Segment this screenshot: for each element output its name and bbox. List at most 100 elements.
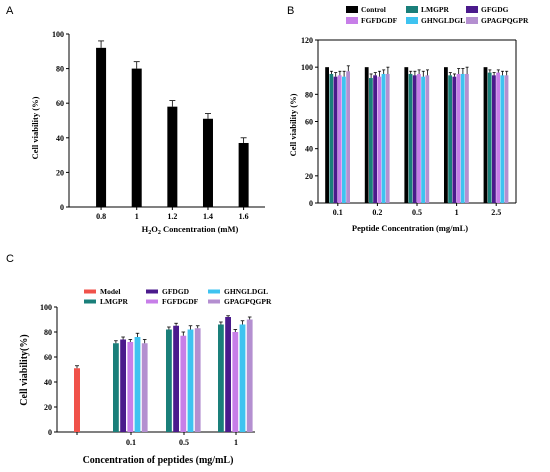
chart-b-ytick-label: 20 [305,172,313,181]
chart-b-legend-swatch [406,17,418,24]
chart-a-bar [131,68,142,207]
chart-b-bar-gpagpqgpr [504,75,509,203]
chart-b-bar-control [483,67,488,204]
chart-b-ytick-label: 80 [305,90,313,99]
chart-a-ytick-label: 0 [60,203,64,212]
chart-c-legend-label: GPAGPQGPR [224,297,272,306]
chart-a-xtick-label: 1.6 [239,212,249,221]
chart-b-bar-ghngldgl [342,76,346,203]
chart-c-bar-ghngldgl [239,324,246,432]
chart-c-bar-fgfdgdf [232,332,239,432]
chart-b-bar-ghngldgl [421,76,425,203]
chart-c-legend-label: Model [100,287,120,296]
chart-a-bar [96,47,107,208]
chart-b-bar-lmgpr [329,73,334,203]
chart-b-bar-gfgdg [412,75,417,203]
chart-c-xtick-label: 1 [234,438,238,447]
chart-a-xtick-label: 0.8 [96,212,106,221]
chart-b-xtick-label: 0.2 [372,208,382,217]
chart-b-legend-label: LMGPR [421,5,449,14]
chart-b-bar-gpagpqgpr [346,71,350,203]
chart-c-bar-gpagpqgpr [246,319,253,432]
chart-a-ytick-label: 60 [56,99,64,108]
chart-b-bar-gpagpqgpr [465,73,469,203]
chart-c-ytick-label: 20 [44,403,52,412]
chart-a-bar [167,106,178,207]
chart-b-legend-swatch [466,17,478,24]
chart-b-legend-label: FGFDGDF [361,16,398,25]
chart-b-bar-fgfdgdf [456,73,461,203]
chart-b-bar-ghngldgl [500,75,505,203]
chart-c-legend-swatch [208,299,220,304]
chart-b-xtick-label: 0.5 [412,208,422,217]
chart-b-bar-gfgdg [492,75,496,203]
chart-a-xtick-label: 1.2 [167,212,177,221]
chart-c-ytick-label: 80 [44,328,52,337]
chart-b-bar-gpagpqgpr [425,75,430,203]
chart-c-legend-swatch [84,289,96,294]
chart-b-bar-fgfdgdf [417,73,421,203]
chart-c-bar-gpagpqgpr [194,328,201,432]
chart-c-bar-lmgpr [166,329,172,432]
chart-b-legend-swatch [346,6,358,13]
chart-b-ytick-label: 0 [309,199,313,208]
chart-c-legend-label: GHNGLDGL [224,287,268,296]
chart-a-ytick-label: 20 [56,168,64,177]
chart-c-ytick-label: 0 [48,428,52,437]
chart-c-legend-label: LMGPR [100,297,128,306]
chart-c-bar-lmgpr [218,324,224,432]
chart-b-bar-control [404,67,409,204]
chart-b-bar-gpagpqgpr [385,73,390,203]
chart-a-ytick-label: 80 [56,65,64,74]
chart-c-ytick-label: 60 [44,353,52,362]
chart-b-bar-control [364,67,369,204]
chart-b-bar-control [325,67,329,204]
chart-b-bar-lmgpr [369,78,373,203]
chart-a-bar [238,142,249,207]
chart-b-legend-swatch [466,6,478,13]
chart-c-legend-swatch [84,299,96,304]
chart-a-xtick-label: 1.4 [203,212,213,221]
chart-b-legend-swatch [406,6,418,13]
chart-c-xlabel: Concentration of peptides (mg/mL) [83,455,234,466]
chart-b-legend-label: GHNGLDGL [421,16,465,25]
chart-c-legend-swatch [146,289,158,294]
chart-c-ytick-label: 100 [40,303,52,312]
chart-b-bar-gfgdg [373,75,377,203]
chart-b-bar-ghngldgl [381,73,386,203]
chart-c-legend-swatch [146,299,158,304]
chart-b-xlabel: Peptide Concentration (mg/mL) [352,223,468,233]
chart-c-ylabel: Cell viability(%) [19,334,30,405]
chart-a-bar [202,118,213,207]
chart-b-bar-gfgdg [333,76,338,203]
chart-a-ytick-label: 100 [52,30,64,39]
chart-b-legend-label: GPAGPQGPR [481,16,529,25]
chart-b-legend-swatch [346,17,358,24]
chart-b-bar-fgfdgdf [496,72,500,203]
chart-c-bar-lmgpr [113,343,119,432]
chart-c-bar-gfdgd [173,325,179,432]
chart-b-bar-lmgpr [408,73,413,203]
chart-b-ytick-label: 40 [305,145,313,154]
chart-b-ytick-label: 100 [301,63,313,72]
chart-b-bar-ghngldgl [460,73,465,203]
chart-b-ytick-label: 60 [305,118,313,127]
chart-c-bar-fgfdgdf [180,335,187,432]
chart-c-bar-ghngldgl [134,337,141,432]
chart-c-bar-gpagpqgpr [141,343,148,432]
chart-c-bar-gfdgd [225,317,231,432]
chart-c-xtick-label: 0.1 [126,438,136,447]
chart-c-legend-swatch [208,289,220,294]
chart-a-ytick-label: 40 [56,134,64,143]
chart-c-bar-gfdgd [120,339,126,432]
panel-label-a: A [6,5,14,17]
chart-b-xtick-label: 1 [455,208,459,217]
chart-b-bar-lmgpr [448,75,452,203]
chart-a-xtick-label: 1 [135,212,139,221]
chart-c-legend-label: GFDGD [162,287,190,296]
chart-b-bar-fgfdgdf [337,75,342,203]
chart-b-ytick-label: 120 [301,36,313,45]
chart-b-legend-label: Control [361,5,386,14]
chart-b-xtick-label: 2.5 [491,208,501,217]
